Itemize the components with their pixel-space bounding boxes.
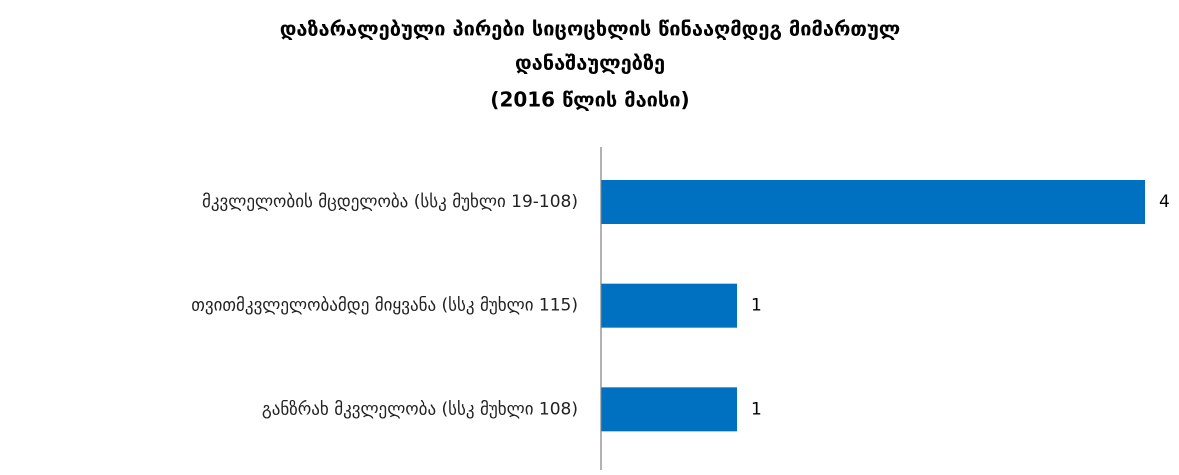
category-label: მკვლელობის მცდელობა (სსკ მუხლი 19-108) xyxy=(202,192,578,212)
chart-title: დანაშაულებზე xyxy=(515,51,665,75)
bar xyxy=(601,387,737,432)
bar xyxy=(601,283,737,328)
value-label: 1 xyxy=(751,399,762,419)
value-label: 1 xyxy=(751,296,762,316)
category-label: თვითმკვლელობამდე მიყვანა (სსკ მუხლი 115) xyxy=(191,296,578,316)
bar xyxy=(601,180,1145,224)
chart-title: (2016 წლის მაისი) xyxy=(490,88,689,112)
category-label: განზრახ მკვლელობა (სსკ მუხლი 108) xyxy=(262,399,578,419)
chart-title: დაზარალებული პირები სიცოცხლის წინააღმდეგ… xyxy=(280,17,901,41)
value-label: 4 xyxy=(1159,192,1170,212)
